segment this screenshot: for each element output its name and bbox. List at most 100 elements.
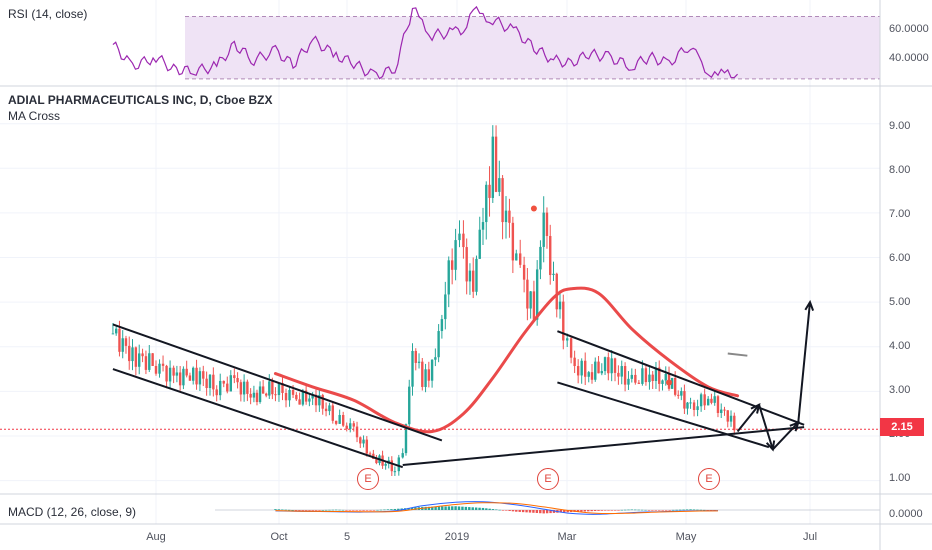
macd-histogram-bar [390,509,393,510]
price-marker-dot [530,205,537,212]
candle-body [258,386,262,403]
earnings-event-marker[interactable]: E [698,468,720,490]
candle-body [664,373,667,381]
candle-body [311,394,314,399]
macd-histogram-bar [685,509,689,511]
macd-histogram-bar [334,509,338,511]
candle-body [341,414,345,426]
candle-body [627,378,630,385]
candle-body [703,394,706,406]
rsi-pane [112,5,880,80]
candle-body [644,368,648,383]
macd-histogram-bar [644,509,647,511]
candle-body [620,366,623,377]
macd-histogram-bar [383,509,386,511]
macd-histogram-bar [427,506,431,510]
price-tick-label: 4.00 [889,340,911,352]
candle-body [720,409,723,413]
x-tick-label: May [675,531,697,543]
earnings-event-marker[interactable]: E [537,468,559,490]
candle-body [706,398,710,406]
candle-body [324,408,328,412]
price-tick-label: 8.00 [889,164,911,176]
macd-histogram-bar [696,509,699,511]
candle-body [580,360,583,376]
macd-pane [215,501,880,515]
macd-histogram-bar [321,510,325,511]
symbol-title: ADIAL PHARMACEUTICALS INC, D, Cboe BZX [8,93,273,107]
candle-body [255,392,259,403]
candle-body [658,367,661,384]
candle-body [670,377,674,389]
macd-histogram-bar [501,510,505,511]
macd-histogram-bar [400,508,403,510]
price-tick-label: 6.00 [889,252,911,264]
candle-body [274,394,277,396]
candle-body [488,184,491,198]
candle-body [141,353,144,357]
candle-body [298,399,301,405]
macd-histogram-bar [552,510,556,513]
channel-lower-line [557,381,770,449]
candle-body [205,378,208,389]
candle-body [178,372,182,386]
macd-histogram-bar [454,506,457,510]
candle-body [450,260,454,270]
macd-histogram-bar [358,510,362,511]
macd-histogram-bar [607,510,610,511]
candle-body [111,333,115,335]
last-price-badge: 2.15 [880,418,924,436]
candle-body [182,368,185,386]
candle-body [338,414,341,424]
price-tick-label: 7.00 [889,208,911,220]
candle-body [314,394,318,406]
candle-body [529,291,532,309]
candle-body [417,361,421,363]
rsi-legend: RSI (14, close) [8,7,88,21]
macd-histogram-bar [658,510,661,511]
macd-histogram-bar [379,509,383,511]
candle-body [508,210,511,223]
candle-body [576,366,580,376]
signal-line [275,502,718,515]
candle-body [475,258,478,292]
candle-body [444,294,447,320]
x-tick-label: Jul [802,531,818,543]
candle-body [729,415,733,422]
macd-histogram-bar [563,510,566,513]
earnings-event-marker[interactable]: E [357,468,379,490]
macd-histogram-bar [515,510,518,512]
candle-body [552,273,555,276]
macd-histogram-bar [304,510,308,511]
candle-body [689,402,692,404]
macd-histogram-bar [468,507,471,510]
candle-body [121,338,124,352]
candle-body [430,359,434,381]
macd-histogram-bar [630,509,634,511]
candle-body [411,350,414,387]
candle-body [511,222,515,261]
macd-tick-label: 0.0000 [889,508,923,520]
candle-body [661,380,664,384]
candle-body [434,357,437,360]
macd-histogram-bar [338,509,341,511]
candle-body [359,437,362,444]
candle-body [494,136,498,192]
candle-body [733,415,736,431]
candle-body [288,389,291,401]
candle-body [590,372,594,380]
candle-body [252,392,256,398]
macd-histogram-bar [535,510,539,513]
macd-histogram-bar [424,506,427,510]
macd-histogram-bar [623,509,627,511]
candle-body [424,369,427,387]
macd-histogram-bar [274,509,277,510]
x-tick-label: Oct [270,531,288,543]
candle-body [504,210,508,223]
candle-body [677,394,680,396]
candle-body [716,396,720,413]
macd-histogram-bar [647,510,651,511]
macd-histogram-bar [437,506,441,510]
macd-histogram-bar [682,509,685,511]
